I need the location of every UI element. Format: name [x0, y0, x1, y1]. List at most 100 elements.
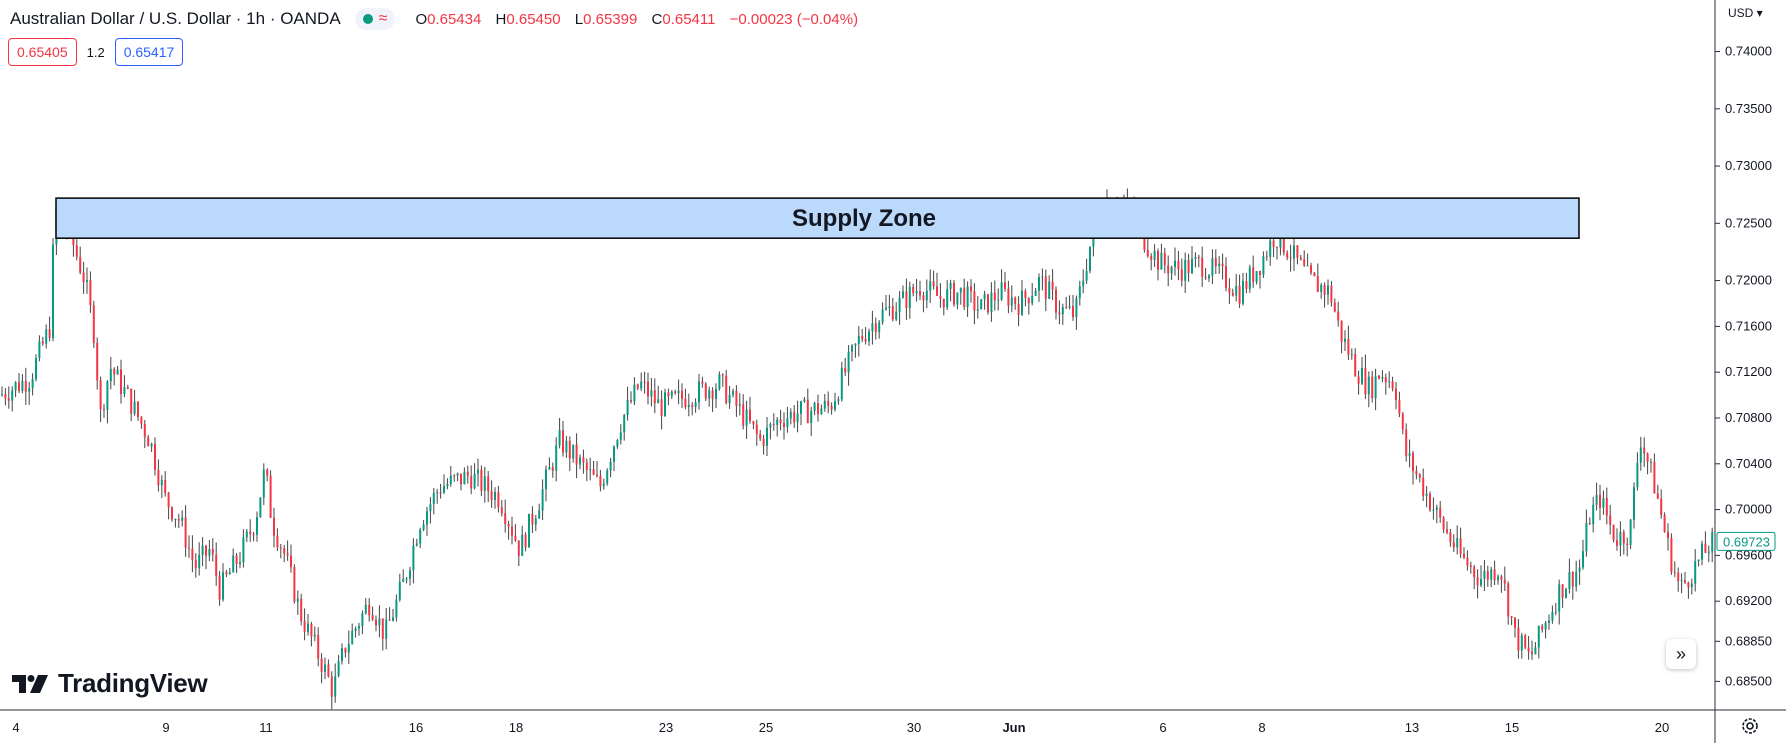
symbol-title[interactable]: Australian Dollar / U.S. Dollar · 1h · O…	[10, 9, 341, 28]
sell-button[interactable]: 0.65405	[8, 38, 77, 66]
candle-body	[290, 555, 292, 568]
candle-body	[1687, 582, 1690, 588]
candle-body	[579, 457, 581, 465]
candle-body	[1667, 531, 1669, 539]
price-tick-label: 0.70800	[1725, 410, 1772, 425]
candle-body	[256, 517, 258, 535]
candle-body	[721, 374, 724, 376]
market-status-pill[interactable]: ≈	[354, 8, 396, 30]
candle-body	[283, 548, 286, 554]
candle-body	[1282, 229, 1285, 253]
candle-body	[942, 298, 945, 308]
candle-body	[1361, 368, 1363, 384]
candle-body	[1616, 540, 1618, 546]
candle-body	[1517, 627, 1520, 651]
candle-body	[126, 387, 129, 389]
candle-body	[28, 387, 31, 392]
candle-body	[895, 311, 898, 320]
candle-body	[1670, 538, 1673, 573]
candle-body	[898, 297, 901, 312]
candle-body	[466, 471, 469, 477]
candle-body	[718, 374, 721, 389]
supply-zone[interactable]: Supply Zone	[55, 197, 1580, 239]
candle-body	[1439, 507, 1442, 518]
tradingview-logo[interactable]: TradingView	[12, 668, 208, 699]
candle-body	[470, 476, 473, 489]
candle-body	[609, 461, 612, 471]
candle-body	[1582, 551, 1584, 568]
candle-body	[1643, 447, 1646, 454]
candle-body	[18, 382, 20, 391]
candle-body	[449, 475, 452, 484]
candle-body	[755, 424, 758, 434]
candle-body	[1204, 276, 1207, 279]
candle-body	[429, 504, 432, 512]
supply-zone-rect[interactable]	[55, 197, 1580, 239]
candle-body	[817, 403, 819, 415]
candle-body	[1520, 635, 1523, 651]
candle-body	[1418, 474, 1421, 478]
candle-body	[313, 634, 316, 637]
candle-body	[1452, 542, 1455, 548]
candle-body	[912, 286, 915, 294]
candle-body	[752, 421, 755, 425]
candle-body	[1333, 302, 1336, 312]
candle-body	[613, 446, 615, 462]
candle-body	[109, 368, 112, 382]
candle-body	[1150, 256, 1153, 260]
candle-body	[279, 547, 282, 549]
candle-body	[1514, 617, 1516, 628]
price-tick-label: 0.68850	[1725, 633, 1772, 648]
candle-body	[1357, 376, 1360, 384]
candle-body	[953, 283, 955, 305]
candle-body	[1163, 252, 1166, 266]
time-tick-label: 4	[12, 720, 19, 735]
candle-body	[1238, 285, 1241, 304]
candle-body	[317, 634, 320, 659]
candle-body	[538, 510, 541, 519]
candle-body	[1578, 567, 1581, 572]
candle-body	[1534, 647, 1537, 655]
candle-body	[1157, 251, 1159, 270]
candle-body	[82, 272, 85, 283]
candle-body	[460, 473, 462, 485]
candle-body	[769, 424, 772, 428]
candle-body	[184, 517, 187, 548]
candle-body	[759, 433, 762, 439]
candle-body	[167, 492, 170, 508]
candle-body	[1497, 576, 1499, 581]
candle-body	[1303, 259, 1306, 266]
candle-body	[956, 292, 959, 305]
candle-body	[626, 399, 629, 416]
currency-selector[interactable]: USD ▾	[1728, 6, 1763, 20]
candle-body	[1306, 265, 1309, 267]
candle-body	[1038, 277, 1040, 291]
candle-body	[232, 555, 235, 573]
candle-body	[660, 399, 663, 417]
candle-body	[793, 411, 796, 423]
price-tick-label: 0.68500	[1725, 673, 1772, 688]
candle-body	[453, 475, 456, 477]
candle-body	[1344, 338, 1346, 342]
candle-body	[266, 469, 269, 476]
price-tick-label: 0.72000	[1725, 273, 1772, 288]
candle-body	[1412, 453, 1414, 472]
candle-body	[1554, 611, 1557, 613]
candle-body	[1507, 583, 1510, 617]
candle-body	[990, 292, 993, 313]
candle-body	[1265, 256, 1268, 258]
candle-body	[1048, 281, 1051, 299]
candle-body	[1677, 572, 1680, 582]
settings-gear-icon[interactable]	[1740, 716, 1760, 736]
candle-body	[919, 291, 921, 296]
candle-body	[1656, 493, 1659, 499]
buy-button[interactable]: 0.65417	[114, 38, 184, 66]
candle-body	[511, 526, 513, 536]
candle-body	[330, 676, 333, 697]
candle-body	[1486, 570, 1489, 580]
candle-body	[1639, 447, 1642, 464]
candle-body	[1663, 515, 1666, 532]
candle-body	[541, 489, 544, 511]
scroll-to-realtime-button[interactable]: »	[1666, 639, 1696, 669]
